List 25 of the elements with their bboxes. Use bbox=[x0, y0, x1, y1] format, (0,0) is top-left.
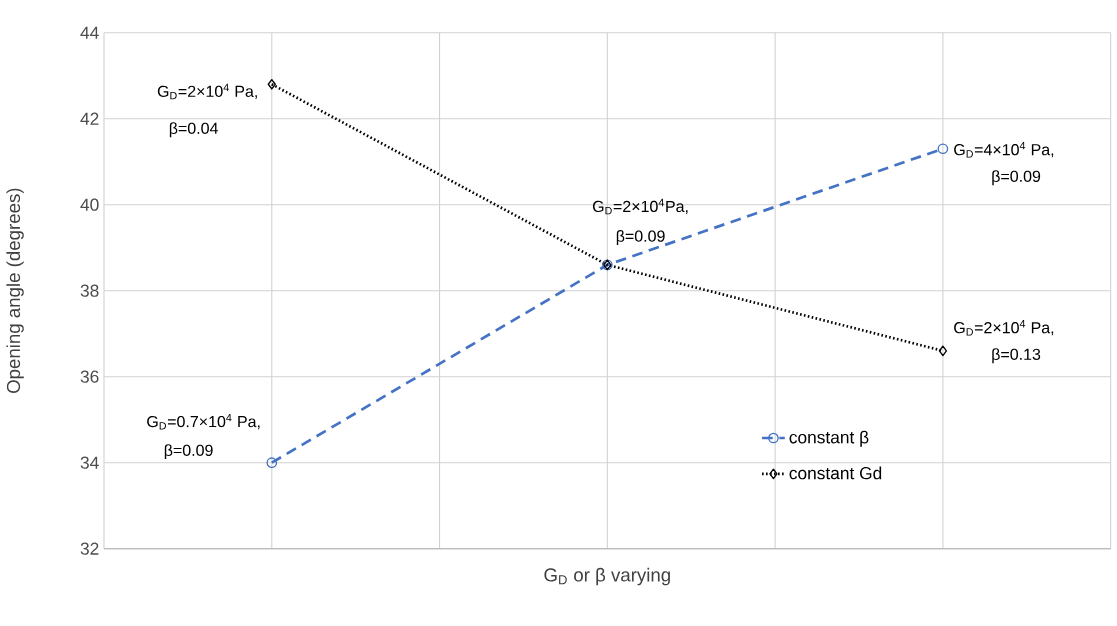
annotation: G$_{D}$=4×10$^{4}$ Pa, bbox=[954, 142, 1054, 158]
point bbox=[938, 345, 948, 357]
point bbox=[267, 78, 276, 90]
annotation: β=0.09 bbox=[992, 170, 1041, 186]
annotation: G$_{D}$=0.7×10$^{4}$ Pa, bbox=[147, 413, 260, 430]
legend-label: constant Gd bbox=[789, 466, 882, 480]
annotation: β=0.09 bbox=[164, 444, 213, 460]
y-tick-label: 34 bbox=[80, 456, 99, 469]
annotation: G$_{D}$=2×10$^{4}$ Pa, bbox=[157, 83, 257, 100]
point bbox=[266, 457, 278, 468]
y-tick-label: 40 bbox=[80, 198, 99, 211]
annotation: β=0.09 bbox=[616, 230, 665, 245]
y-axis-title: Opening angle (degrees) bbox=[6, 188, 24, 394]
annotation: β=0.13 bbox=[992, 348, 1041, 364]
y-tick-label: 42 bbox=[80, 112, 99, 125]
legend-label: constant β bbox=[789, 430, 869, 447]
annotation: G$_{D}$=2×10$^{4}$Pa, bbox=[592, 198, 688, 215]
y-tick-label: 38 bbox=[80, 284, 99, 297]
x-axis-title: G$_{D}$ or β varying bbox=[544, 567, 670, 586]
annotation: β=0.04 bbox=[169, 122, 218, 138]
y-tick-label: 36 bbox=[80, 370, 99, 383]
y-tick-label: 44 bbox=[80, 26, 99, 39]
annotation: G$_{D}$=2×10$^{4}$ Pa, bbox=[954, 320, 1054, 336]
point bbox=[937, 143, 949, 155]
y-tick-label: 32 bbox=[80, 542, 99, 555]
